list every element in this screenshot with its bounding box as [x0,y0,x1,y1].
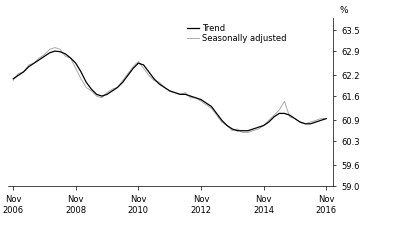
Text: %: % [339,6,348,15]
Legend: Trend, Seasonally adjusted: Trend, Seasonally adjusted [183,21,290,47]
